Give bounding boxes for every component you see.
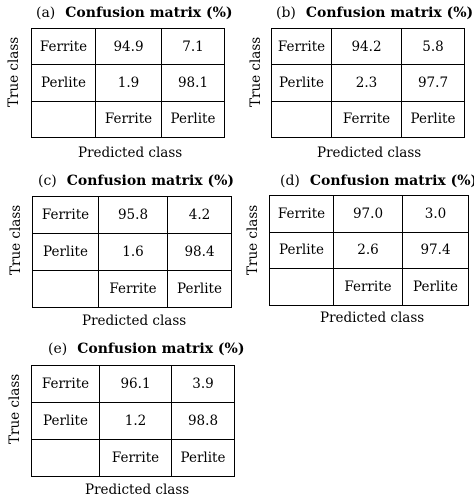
matrix-cell: 2.3 — [331, 64, 402, 102]
matrix-row: Ferrite 94.9 7.1 — [31, 27, 225, 66]
panel-title: Confusion matrix (%) — [65, 5, 233, 21]
column-label: Perlite — [171, 439, 235, 477]
column-label: Perlite — [161, 100, 225, 139]
panel-title: Confusion matrix (%) — [309, 173, 474, 189]
matrix-row: Perlite 1.6 98.4 — [32, 233, 232, 271]
matrix-cell: 1.6 — [98, 233, 168, 271]
row-label: Perlite — [271, 64, 332, 102]
column-label: Ferrite — [99, 439, 172, 477]
x-axis-label: Predicted class — [317, 145, 422, 161]
matrix-cell: 98.1 — [161, 64, 225, 102]
matrix-row: Ferrite Perlite — [269, 268, 469, 306]
matrix-cell: 1.2 — [99, 402, 172, 440]
matrix-cell: 94.9 — [95, 27, 162, 66]
corner-cell — [31, 100, 96, 139]
row-label: Ferrite — [271, 27, 332, 66]
matrix-cell: 96.1 — [99, 365, 172, 403]
matrix-row: Ferrite 94.2 5.8 — [271, 27, 465, 66]
panel-title: Confusion matrix (%) — [77, 341, 245, 357]
matrix-cell: 1.9 — [95, 64, 162, 102]
confusion-matrix: Ferrite 96.1 3.9 Perlite 1.2 98.8 Ferrit… — [31, 365, 235, 477]
row-label: Ferrite — [32, 196, 99, 234]
row-label: Perlite — [32, 233, 99, 271]
confusion-matrix: Ferrite 97.0 3.0 Perlite 2.6 97.4 Ferrit… — [269, 195, 469, 306]
panel-b: (b) Confusion matrix (%) True class Ferri… — [240, 0, 474, 165]
confusion-matrix: Ferrite 95.8 4.2 Perlite 1.6 98.4 Ferrit… — [32, 196, 232, 308]
panel-title: Confusion matrix (%) — [66, 173, 235, 189]
y-axis-label: True class — [6, 36, 22, 107]
panel-letter: (d) — [280, 173, 300, 189]
matrix-row: Perlite 1.2 98.8 — [31, 402, 235, 440]
matrix-cell: 5.8 — [401, 27, 465, 66]
panel-letter: (e) — [48, 341, 68, 357]
matrix-row: Ferrite Perlite — [271, 100, 465, 139]
matrix-cell: 97.0 — [333, 195, 403, 233]
corner-cell — [271, 100, 332, 139]
matrix-row: Ferrite Perlite — [32, 270, 232, 308]
matrix-row: Perlite 2.3 97.7 — [271, 64, 465, 102]
confusion-matrix: Ferrite 94.9 7.1 Perlite 1.9 98.1 Ferrit… — [31, 27, 225, 139]
corner-cell — [31, 439, 100, 477]
panel-letter: (a) — [36, 5, 56, 21]
panel-d: (d) Confusion matrix (%) True class Ferri… — [240, 168, 474, 333]
matrix-cell: 3.0 — [402, 195, 469, 233]
matrix-cell: 94.2 — [331, 27, 402, 66]
matrix-cell: 97.4 — [402, 231, 469, 270]
panel-letter: (b) — [276, 5, 296, 21]
panel-title-row: (e) Confusion matrix (%) — [48, 340, 245, 358]
matrix-cell: 98.8 — [171, 402, 235, 440]
confusion-matrix: Ferrite 94.2 5.8 Perlite 2.3 97.7 Ferrit… — [271, 27, 465, 139]
column-label: Ferrite — [331, 100, 402, 139]
panel-title-row: (c) Confusion matrix (%) — [38, 172, 234, 190]
y-axis-label: True class — [8, 204, 24, 275]
matrix-row: Ferrite 96.1 3.9 — [31, 365, 235, 403]
matrix-row: Ferrite Perlite — [31, 439, 235, 477]
x-axis-label: Predicted class — [82, 313, 187, 329]
x-axis-label: Predicted class — [320, 310, 425, 326]
row-label: Ferrite — [31, 27, 96, 66]
matrix-row: Ferrite 97.0 3.0 — [269, 195, 469, 233]
row-label: Perlite — [269, 231, 334, 270]
row-label: Ferrite — [269, 195, 334, 233]
row-label: Perlite — [31, 64, 96, 102]
column-label: Perlite — [402, 268, 469, 306]
panel-letter: (c) — [38, 173, 57, 189]
panel-title-row: (a) Confusion matrix (%) — [36, 4, 233, 22]
row-label: Ferrite — [31, 365, 100, 403]
row-label: Perlite — [31, 402, 100, 440]
panel-e: (e) Confusion matrix (%) True class Ferri… — [0, 336, 245, 502]
panel-title-row: (d) Confusion matrix (%) — [280, 172, 474, 190]
matrix-cell: 98.4 — [167, 233, 232, 271]
y-axis-label: True class — [248, 36, 264, 107]
panel-a: (a) Confusion matrix (%) True class Ferri… — [0, 0, 233, 165]
panel-c: (c) Confusion matrix (%) True class Ferri… — [0, 168, 240, 333]
corner-cell — [269, 268, 334, 306]
panel-title: Confusion matrix (%) — [305, 5, 474, 21]
matrix-row: Ferrite Perlite — [31, 100, 225, 139]
matrix-cell: 2.6 — [333, 231, 403, 270]
corner-cell — [32, 270, 99, 308]
matrix-row: Perlite 1.9 98.1 — [31, 64, 225, 102]
column-label: Perlite — [401, 100, 465, 139]
y-axis-label: True class — [245, 204, 261, 275]
matrix-row: Perlite 2.6 97.4 — [269, 231, 469, 270]
column-label: Perlite — [167, 270, 232, 308]
column-label: Ferrite — [333, 268, 403, 306]
y-axis-label: True class — [7, 373, 23, 444]
matrix-cell: 7.1 — [161, 27, 225, 66]
matrix-cell: 3.9 — [171, 365, 235, 403]
column-label: Ferrite — [98, 270, 168, 308]
column-label: Ferrite — [95, 100, 162, 139]
matrix-cell: 95.8 — [98, 196, 168, 234]
matrix-cell: 97.7 — [401, 64, 465, 102]
x-axis-label: Predicted class — [85, 482, 190, 498]
matrix-row: Ferrite 95.8 4.2 — [32, 196, 232, 234]
matrix-cell: 4.2 — [167, 196, 232, 234]
x-axis-label: Predicted class — [78, 145, 183, 161]
panel-title-row: (b) Confusion matrix (%) — [276, 4, 473, 22]
